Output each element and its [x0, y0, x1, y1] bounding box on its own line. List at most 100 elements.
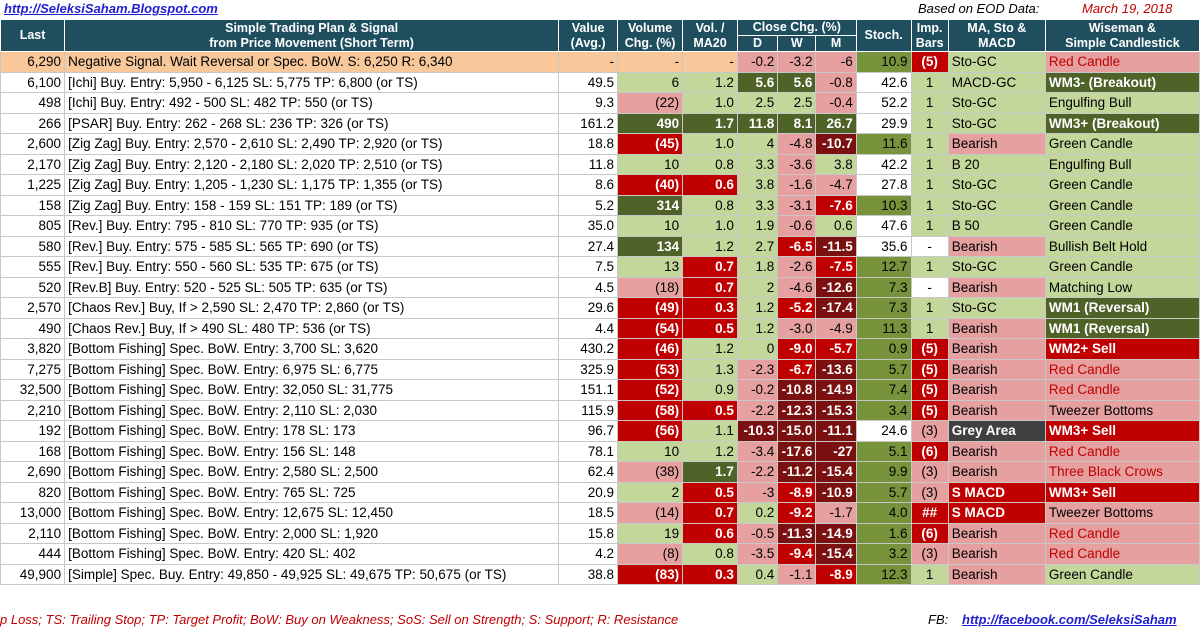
cell-ma-sto-macd: MACD-GC — [947, 71, 1046, 93]
table-row[interactable]: 1,225 [Zig Zag] Buy. Entry: 1,205 - 1,230… — [0, 174, 1200, 196]
fb-link[interactable]: http://facebook.com/SeleksiSaham — [962, 612, 1177, 627]
cell-plan: [Ichi] Buy. Entry: 492 - 500 SL: 482 TP:… — [64, 92, 560, 114]
cell-volume-chg: 10 — [617, 215, 684, 237]
cell-ma-sto-macd: Sto-GC — [947, 112, 1046, 134]
cell-wiseman: Green Candle — [1044, 194, 1200, 216]
cell-ma-sto-macd: Sto-GC — [947, 51, 1046, 73]
table-row[interactable]: 2,110 [Bottom Fishing] Spec. BoW. Entry: … — [0, 522, 1200, 544]
table-row[interactable]: 2,210 [Bottom Fishing] Spec. BoW. Entry: … — [0, 399, 1200, 421]
table-row[interactable]: 13,000 [Bottom Fishing] Spec. BoW. Entry:… — [0, 502, 1200, 524]
table-row[interactable]: 444 [Bottom Fishing] Spec. BoW. Entry: 42… — [0, 543, 1200, 565]
cell-last: 444 — [0, 543, 66, 565]
table-row[interactable]: 820 [Bottom Fishing] Spec. BoW. Entry: 76… — [0, 481, 1200, 503]
table-row[interactable]: 520 [Rev.B] Buy. Entry: 520 - 525 SL: 505… — [0, 276, 1200, 298]
table-row[interactable]: 7,275 [Bottom Fishing] Spec. BoW. Entry: … — [0, 358, 1200, 380]
cell-close-chg-m: -14.9 — [815, 379, 857, 401]
cell-volume-chg: (49) — [617, 297, 684, 319]
table-row[interactable]: 580 [Rev.] Buy. Entry: 575 - 585 SL: 565 … — [0, 235, 1200, 257]
cell-value: 15.8 — [558, 522, 619, 544]
cell-ma-sto-macd: Bearish — [947, 563, 1046, 585]
cell-plan: [Zig Zag] Buy. Entry: 2,120 - 2,180 SL: … — [64, 153, 560, 175]
cell-last: 49,900 — [0, 563, 66, 585]
cell-imp-bars: 1 — [910, 92, 949, 114]
cell-close-chg-m: -15.4 — [815, 461, 857, 483]
cell-close-chg-w: -1.1 — [777, 563, 817, 585]
cell-close-chg-d: 11.8 — [736, 112, 779, 134]
cell-close-chg-m: -1.7 — [815, 502, 857, 524]
cell-volume-chg: (40) — [617, 174, 684, 196]
cell-stoch: 5.1 — [855, 440, 912, 462]
cell-imp-bars: (3) — [910, 543, 949, 565]
cell-close-chg-d: 1.2 — [736, 317, 779, 339]
cell-last: 2,110 — [0, 522, 66, 544]
cell-value: 96.7 — [558, 420, 619, 442]
table-row[interactable]: 168 [Bottom Fishing] Spec. BoW. Entry: 15… — [0, 440, 1200, 462]
cell-vol-ma20: 0.7 — [682, 502, 738, 524]
cell-plan: [Simple] Spec. Buy. Entry: 49,850 - 49,9… — [64, 563, 560, 585]
col-m: M — [815, 35, 857, 52]
table-row[interactable]: 49,900 [Simple] Spec. Buy. Entry: 49,850 … — [0, 563, 1200, 585]
cell-imp-bars: - — [910, 276, 949, 298]
cell-ma-sto-macd: Sto-GC — [947, 194, 1046, 216]
cell-value: 38.8 — [558, 563, 619, 585]
cell-volume-chg: 134 — [617, 235, 684, 257]
cell-imp-bars: (5) — [910, 358, 949, 380]
table-row[interactable]: 192 [Bottom Fishing] Spec. BoW. Entry: 17… — [0, 420, 1200, 442]
cell-stoch: 10.9 — [855, 51, 912, 73]
cell-plan: [Bottom Fishing] Spec. BoW. Entry: 6,975… — [64, 358, 560, 380]
cell-close-chg-m: 26.7 — [815, 112, 857, 134]
cell-vol-ma20: 0.5 — [682, 317, 738, 339]
cell-ma-sto-macd: S MACD — [947, 481, 1046, 503]
table-row[interactable]: 498 [Ichi] Buy. Entry: 492 - 500 SL: 482 … — [0, 92, 1200, 114]
cell-ma-sto-macd: Bearish — [947, 522, 1046, 544]
cell-last: 2,210 — [0, 399, 66, 421]
cell-plan: [Bottom Fishing] Spec. BoW. Entry: 3,700… — [64, 338, 560, 360]
table-row[interactable]: 805 [Rev.] Buy. Entry: 795 - 810 SL: 770 … — [0, 215, 1200, 237]
cell-last: 490 — [0, 317, 66, 339]
cell-wiseman: Three Black Crows — [1044, 461, 1200, 483]
cell-last: 2,600 — [0, 133, 66, 155]
cell-vol-ma20: 1.3 — [682, 358, 738, 380]
cell-volume-chg: (14) — [617, 502, 684, 524]
cell-last: 498 — [0, 92, 66, 114]
cell-plan: [Bottom Fishing] Spec. BoW. Entry: 12,67… — [64, 502, 560, 524]
table-row[interactable]: 32,500 [Bottom Fishing] Spec. BoW. Entry:… — [0, 379, 1200, 401]
cell-stoch: 5.7 — [855, 358, 912, 380]
cell-close-chg-w: -1.6 — [777, 174, 817, 196]
cell-plan: [Rev.] Buy. Entry: 550 - 560 SL: 535 TP:… — [64, 256, 560, 278]
cell-close-chg-w: -3.6 — [777, 153, 817, 175]
table-row[interactable]: 2,600 [Zig Zag] Buy. Entry: 2,570 - 2,610… — [0, 133, 1200, 155]
cell-close-chg-d: 2.7 — [736, 235, 779, 257]
table-row[interactable]: 6,100 [Ichi] Buy. Entry: 5,950 - 6,125 SL… — [0, 71, 1200, 93]
cell-close-chg-w: -4.8 — [777, 133, 817, 155]
cell-last: 13,000 — [0, 502, 66, 524]
cell-volume-chg: (53) — [617, 358, 684, 380]
cell-close-chg-m: 0.6 — [815, 215, 857, 237]
cell-value: 430.2 — [558, 338, 619, 360]
table-row[interactable]: 2,170 [Zig Zag] Buy. Entry: 2,120 - 2,180… — [0, 153, 1200, 175]
cell-imp-bars: ## — [910, 502, 949, 524]
site-link[interactable]: http://SeleksiSaham.Blogspot.com — [4, 1, 218, 16]
cell-stoch: 42.6 — [855, 71, 912, 93]
cell-stoch: 7.3 — [855, 276, 912, 298]
table-row[interactable]: 490 [Chaos Rev.] Buy, If > 490 SL: 480 TP… — [0, 317, 1200, 339]
cell-value: 78.1 — [558, 440, 619, 462]
cell-ma-sto-macd: Bearish — [947, 440, 1046, 462]
table-row[interactable]: 158 [Zig Zag] Buy. Entry: 158 - 159 SL: 1… — [0, 194, 1200, 216]
cell-value: 20.9 — [558, 481, 619, 503]
table-row[interactable]: 266 [PSAR] Buy. Entry: 262 - 268 SL: 236 … — [0, 112, 1200, 134]
cell-value: 29.6 — [558, 297, 619, 319]
table-row[interactable]: 555 [Rev.] Buy. Entry: 550 - 560 SL: 535 … — [0, 256, 1200, 278]
table-row[interactable]: 6,290 Negative Signal. Wait Reversal or S… — [0, 51, 1200, 73]
cell-value: 8.6 — [558, 174, 619, 196]
cell-vol-ma20: 1.1 — [682, 420, 738, 442]
cell-volume-chg: 6 — [617, 71, 684, 93]
table-row[interactable]: 2,690 [Bottom Fishing] Spec. BoW. Entry: … — [0, 461, 1200, 483]
cell-imp-bars: (6) — [910, 440, 949, 462]
cell-close-chg-m: -13.6 — [815, 358, 857, 380]
cell-volume-chg: (38) — [617, 461, 684, 483]
cell-vol-ma20: 1.2 — [682, 235, 738, 257]
table-row[interactable]: 2,570 [Chaos Rev.] Buy, If > 2,590 SL: 2,… — [0, 297, 1200, 319]
cell-stoch: 11.3 — [855, 317, 912, 339]
table-row[interactable]: 3,820 [Bottom Fishing] Spec. BoW. Entry: … — [0, 338, 1200, 360]
